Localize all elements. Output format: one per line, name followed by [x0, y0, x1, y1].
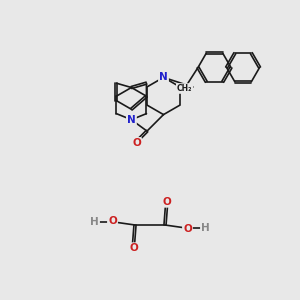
Text: O: O: [162, 196, 171, 207]
Text: N: N: [159, 72, 168, 82]
Text: O: O: [108, 216, 117, 226]
Text: CH₂: CH₂: [177, 84, 192, 93]
Text: O: O: [132, 138, 141, 148]
Text: O: O: [183, 224, 192, 234]
Text: N: N: [127, 115, 136, 125]
Text: H: H: [201, 223, 210, 233]
Text: H: H: [90, 217, 99, 227]
Text: O: O: [129, 243, 138, 254]
